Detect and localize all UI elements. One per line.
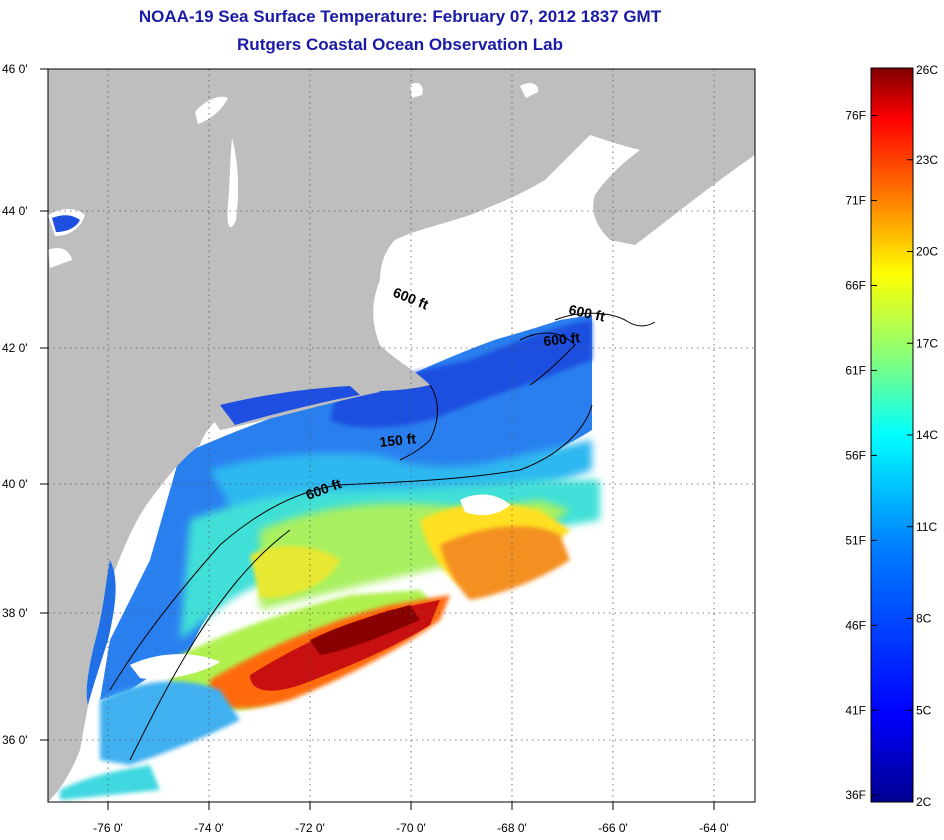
y-tick-label: 38 0' [2,606,28,620]
x-tick-label: -70 0' [396,821,426,835]
colorbar-fahrenheit-label: 61F [845,363,866,377]
colorbar-celsius-label: 17C [916,336,938,350]
x-tick-label: -66 0' [598,821,628,835]
colorbar-fahrenheit-label: 56F [845,448,866,462]
colorbar-fahrenheit-label: 71F [845,194,866,208]
colorbar-celsius-label: 5C [916,703,932,717]
chesapeake-bay-sst [86,560,116,705]
map-subtitle: Rutgers Coastal Ocean Observation Lab [237,35,563,54]
y-tick-label: 46 0' [2,62,28,76]
colorbar-fahrenheit-label: 46F [845,618,866,632]
colorbar-celsius-label: 11C [916,520,937,534]
long-island-sound-sst [220,386,360,425]
axis-ticks [40,68,715,810]
x-tick-label: -64 0' [699,821,729,835]
colorbar-celsius-label: 14C [916,428,938,442]
contour-label: 150 ft [379,430,417,450]
colorbar-gradient [870,67,914,803]
graticule [48,69,755,802]
x-tick-label: -76 0' [93,821,123,835]
colorbar-fahrenheit-label: 66F [845,278,866,292]
y-tick-label: 40 0' [2,477,28,491]
no-data-patches [130,257,600,680]
y-tick-label: 44 0' [2,204,28,218]
colorbar-fahrenheit-label: 41F [845,703,866,717]
depth-contours [109,312,656,761]
contour-label: 600 ft [567,301,606,324]
colorbar-celsius-label: 23C [916,153,938,167]
colorbar-fahrenheit-label: 76F [845,109,866,123]
y-tick-label: 36 0' [2,733,28,747]
colorbar-celsius-label: 8C [916,612,932,626]
colorbar-celsius-label: 20C [916,245,938,259]
contour-label: 600 ft [543,329,581,349]
x-tick-label: -68 0' [497,821,527,835]
y-tick-label: 42 0' [2,341,28,355]
colorbar-celsius-label: 2C [916,795,932,809]
x-tick-label: -72 0' [295,821,325,835]
great-lake-sst [52,215,80,232]
colorbar-fahrenheit-label: 51F [845,533,866,547]
colorbar-fahrenheit-label: 36F [845,788,866,802]
x-tick-label: -74 0' [194,821,224,835]
sst-field [60,315,600,800]
map-border [47,68,756,803]
map-title: NOAA-19 Sea Surface Temperature: Februar… [138,7,662,26]
colorbar: 26C 23C 20C 17C 14C 11C 8C 5C 2C 76F 71F 66F 61F 56F… [845,63,938,809]
colorbar-celsius-label: 26C [916,63,938,77]
